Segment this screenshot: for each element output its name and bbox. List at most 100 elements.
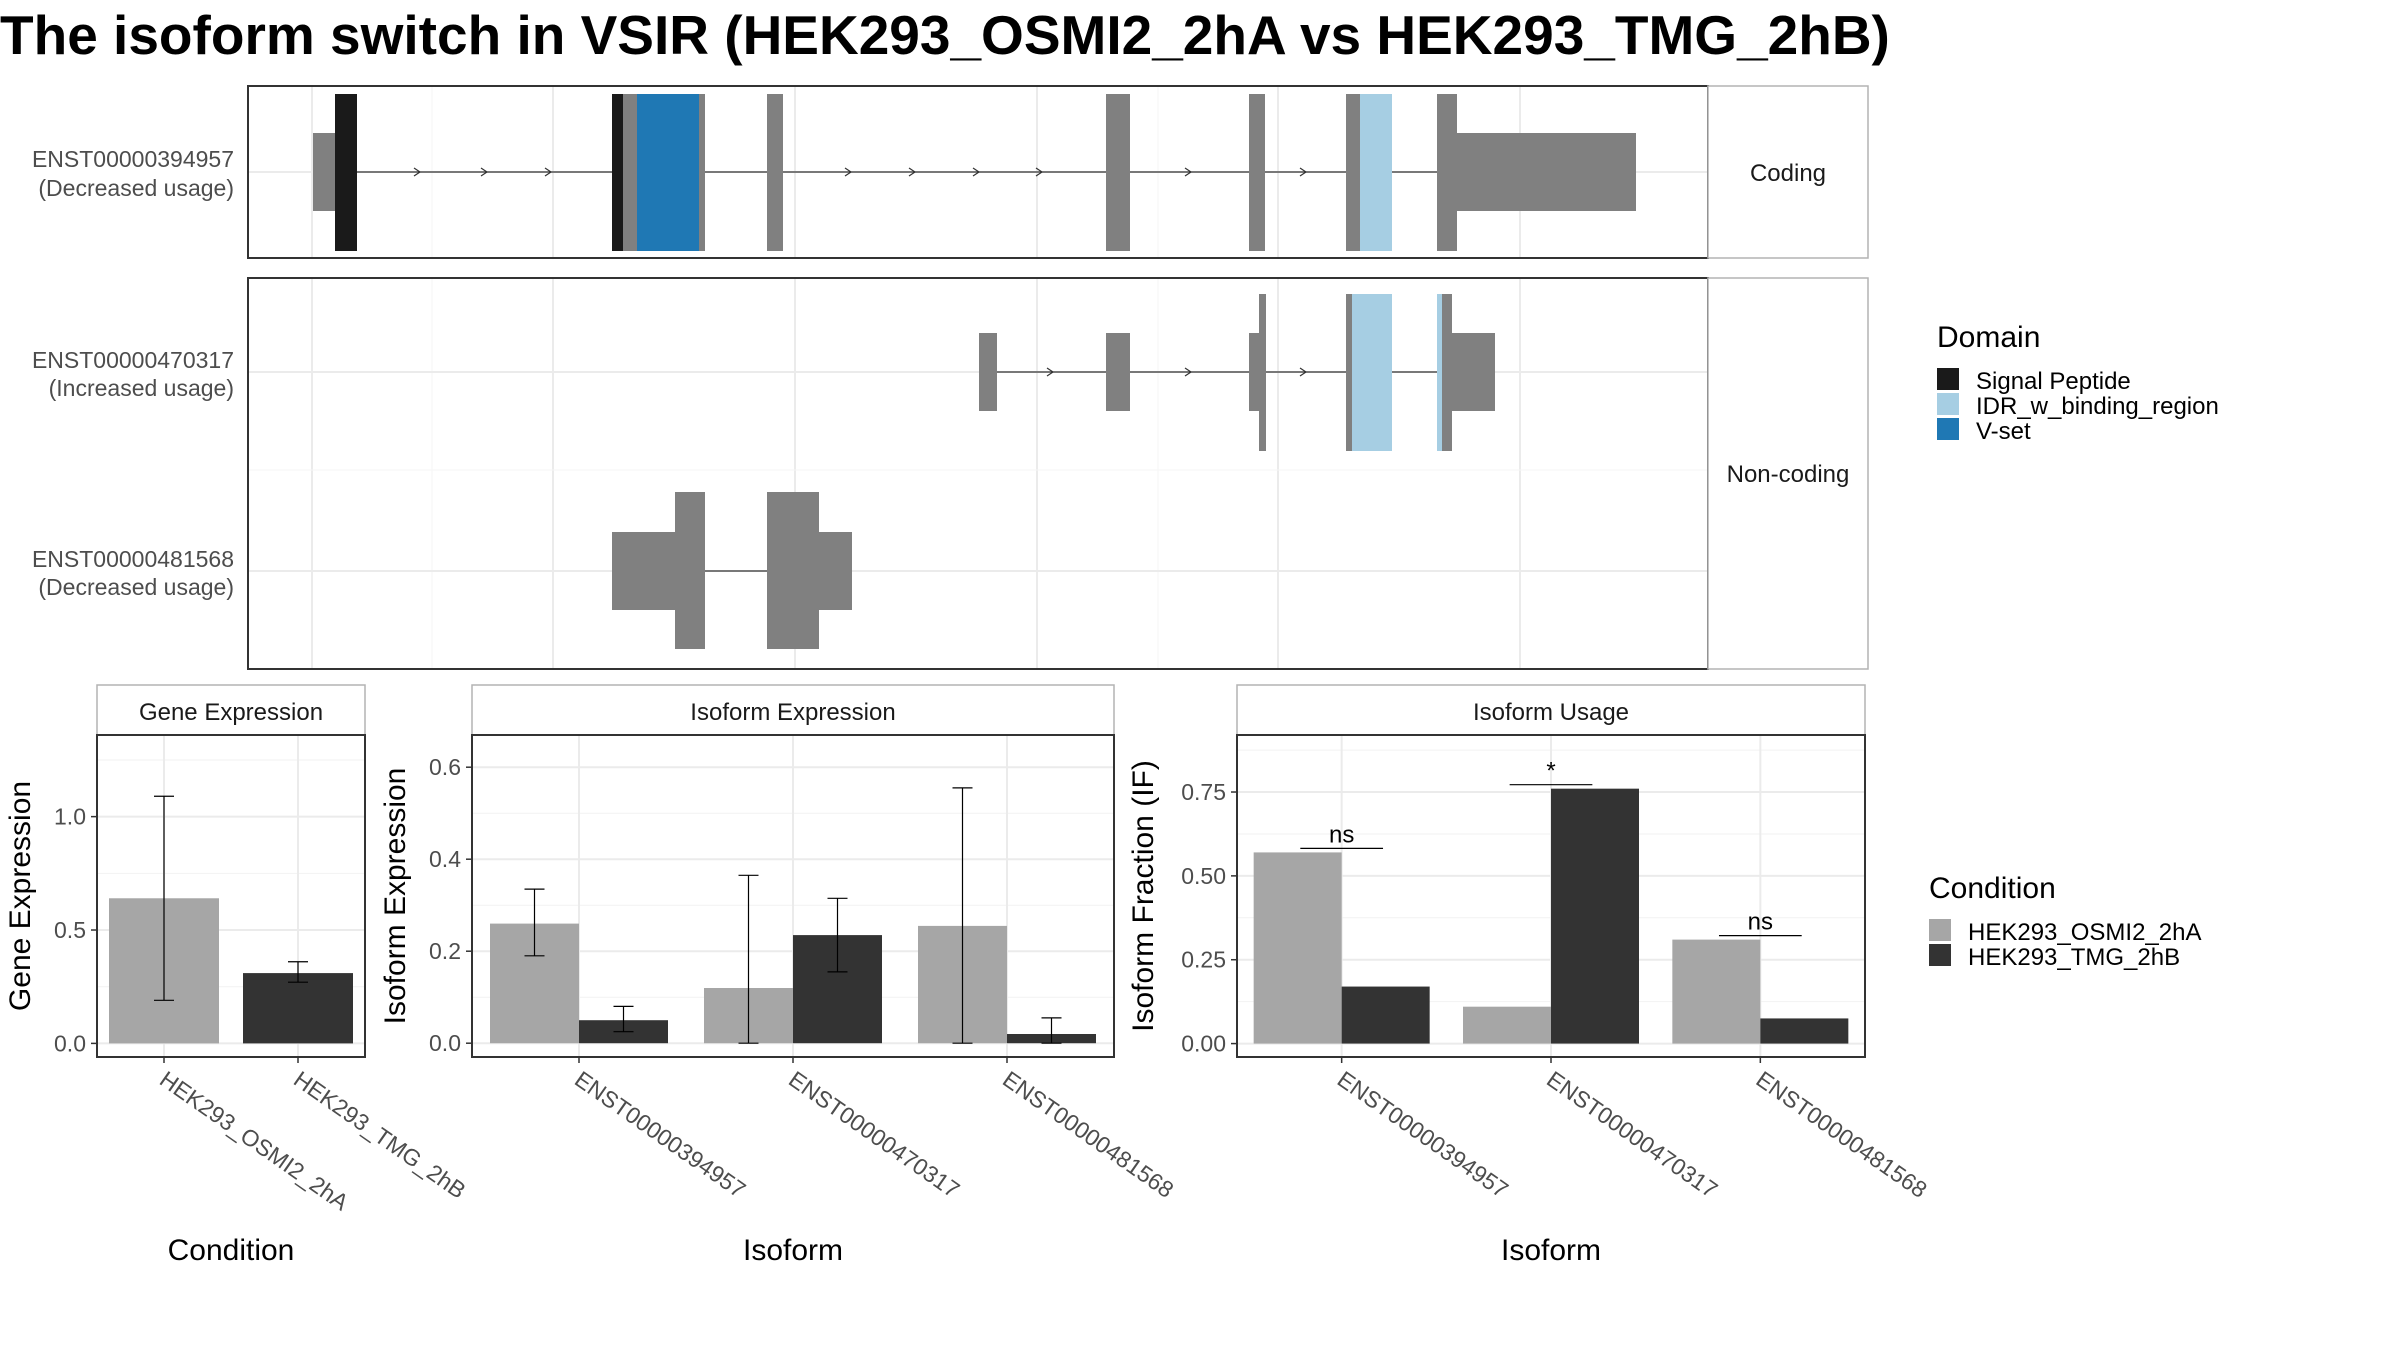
exon [675, 492, 705, 649]
exon [1452, 333, 1495, 411]
bar [1341, 986, 1430, 1044]
chart-isoform-expression: Isoform Expression 0.0 0.2 0.4 0.6 ENST000003… [379, 684, 1179, 1267]
transcript-label-1-note: (Decreased usage) [38, 175, 234, 201]
x-tick-label: ENST00000394957 [570, 1066, 750, 1203]
chart-title: Isoform Usage [1473, 699, 1629, 726]
exon [979, 333, 997, 411]
transcript-structure: Coding Non-coding ENST00000394957 (Decre… [32, 85, 1869, 670]
intron-arrow [480, 167, 489, 177]
legend-label-condition-a: HEK293_OSMI2_2hA [1968, 919, 2201, 946]
x-tick-label: ENST00000481568 [998, 1066, 1178, 1203]
bar-charts: Gene Expression0.00.51.0HEK293_OSMI2_2hA… [4, 684, 1932, 1267]
cds-exon [1106, 94, 1130, 251]
transcript-ENST00000394957 [313, 94, 1636, 251]
y-tick-label: 0.75 [1181, 779, 1226, 805]
y-axis-title: Isoform Expression [379, 768, 412, 1025]
exon [1442, 294, 1452, 451]
x-tick-label: ENST00000394957 [1333, 1066, 1513, 1203]
cds-exon [1249, 94, 1265, 251]
exon [767, 492, 819, 649]
legend-label-condition-b: HEK293_TMG_2hB [1968, 944, 2180, 971]
bar [1463, 1006, 1551, 1044]
exon [1106, 333, 1130, 411]
vset-domain [637, 94, 699, 251]
domain-legend: Domain Signal Peptide IDR_w_binding_regi… [1937, 321, 2219, 445]
cds-exon [623, 94, 637, 251]
utr-exon [313, 133, 335, 211]
y-tick-label: 0.00 [1181, 1031, 1226, 1057]
chart-title: Isoform Expression [690, 699, 895, 726]
intron-arrow [1299, 367, 1308, 377]
transcript-label-1-id: ENST00000394957 [32, 146, 234, 172]
legend-swatch-condition-a [1929, 919, 1951, 941]
chart-strip [471, 684, 1115, 736]
legend-swatch-idr [1937, 393, 1959, 415]
exon [1346, 294, 1352, 451]
transcript-label-2-note: (Increased usage) [49, 375, 234, 401]
transcript-label-3-id: ENST00000481568 [32, 546, 234, 572]
y-axis-title: Isoform Fraction (IF) [1127, 760, 1160, 1032]
y-tick-label: 0.6 [429, 754, 461, 780]
x-tick-label: ENST00000481568 [1751, 1066, 1931, 1203]
intron-arrow [908, 167, 917, 177]
domain-legend-title: Domain [1937, 321, 2040, 354]
y-tick-label: 0.5 [54, 917, 86, 943]
exon [1249, 333, 1259, 411]
intron-arrow [1299, 167, 1308, 177]
coding-strip-label: Coding [1750, 160, 1826, 187]
noncoding-strip-label: Non-coding [1727, 461, 1850, 488]
intron-arrow [1046, 367, 1055, 377]
intron-arrow [972, 167, 981, 177]
cds-exon [699, 94, 705, 251]
intron-arrow [544, 167, 553, 177]
legend-label-idr: IDR_w_binding_region [1976, 393, 2219, 420]
transcript-ENST00000470317 [979, 294, 1495, 451]
significance-label: ns [1748, 909, 1773, 936]
bar [1672, 939, 1761, 1044]
x-tick-label: ENST00000470317 [784, 1066, 964, 1203]
utr-exon [1457, 133, 1636, 211]
cds-exon [767, 94, 783, 251]
exon [819, 532, 852, 610]
legend-swatch-vset [1937, 418, 1959, 440]
intron-arrow [1035, 167, 1044, 177]
condition-legend: Condition HEK293_OSMI2_2hA HEK293_TMG_2h… [1929, 872, 2201, 971]
idr-domain [1437, 294, 1442, 451]
intron-arrow [413, 167, 422, 177]
legend-swatch-signal-peptide [1937, 368, 1959, 390]
chart-isoform-usage: Isoform Usage ns * ns 0.00 0.25 0.50 0.75 ENST00… [1127, 684, 1932, 1267]
x-tick-label: ENST00000470317 [1542, 1066, 1722, 1203]
intron-arrow [844, 167, 853, 177]
x-axis-title: Isoform [1501, 1234, 1601, 1267]
transcript-label-2-id: ENST00000470317 [32, 347, 234, 373]
signal-peptide-domain [612, 94, 623, 251]
intron-arrow [1184, 167, 1193, 177]
intron-arrow [1184, 367, 1193, 377]
noncoding-strip [1707, 277, 1869, 670]
transcript-ENST00000481568 [612, 492, 852, 649]
x-axis-title: Isoform [743, 1234, 843, 1267]
significance-label: ns [1329, 821, 1354, 848]
x-axis-title: Condition [168, 1234, 295, 1267]
transcript-label-3-note: (Decreased usage) [38, 574, 234, 600]
y-axis-title: Gene Expression [4, 781, 37, 1011]
bar [1253, 852, 1342, 1044]
bar [1551, 788, 1639, 1044]
cds-exon [1346, 94, 1360, 251]
figure-title: The isoform switch in VSIR (HEK293_OSMI2… [0, 4, 1890, 66]
y-tick-label: 0.2 [429, 938, 461, 964]
legend-label-signal-peptide: Signal Peptide [1976, 368, 2131, 395]
exon [1259, 294, 1266, 451]
cds-exon [1437, 94, 1457, 251]
bar [1760, 1018, 1849, 1044]
idr-domain [1360, 94, 1392, 251]
legend-swatch-condition-b [1929, 944, 1951, 966]
coding-strip [1707, 85, 1869, 259]
y-tick-label: 1.0 [54, 804, 86, 830]
exon [612, 532, 675, 610]
y-tick-label: 0.25 [1181, 947, 1226, 973]
signal-peptide-domain [335, 94, 357, 251]
idr-domain [1352, 294, 1392, 451]
significance-label: * [1546, 758, 1555, 785]
